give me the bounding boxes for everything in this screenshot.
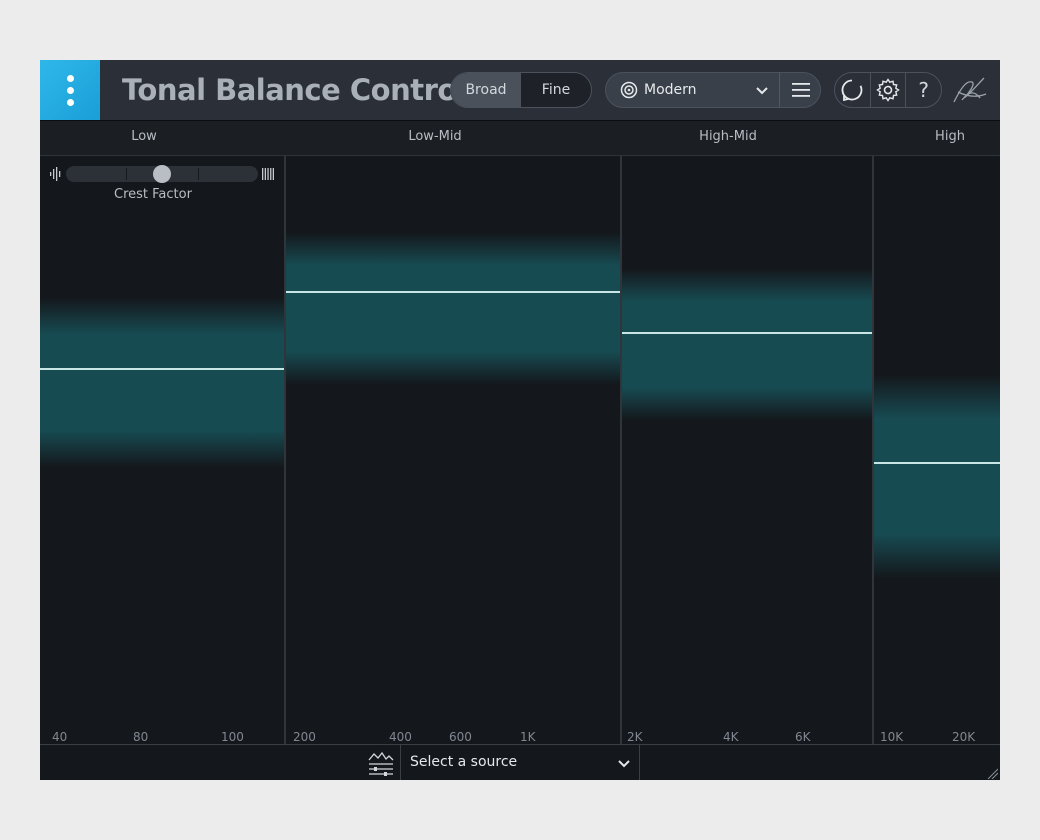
target-label: Modern <box>644 82 697 98</box>
band-divider <box>872 156 874 744</box>
help-icon: ? <box>918 78 929 102</box>
current-level-line <box>286 291 620 294</box>
target-menu-button[interactable] <box>779 73 820 107</box>
band-panel-high <box>874 156 1000 744</box>
source-selector-label[interactable]: Select a source <box>410 754 518 770</box>
footer-bar: Select a source <box>40 744 1000 780</box>
freq-label: 400 <box>389 730 412 744</box>
menu-dot <box>66 98 74 106</box>
broad-button[interactable]: Broad <box>451 73 521 107</box>
app-title: Tonal Balance Control <box>122 73 467 107</box>
target-selector[interactable]: Modern <box>605 72 821 108</box>
source-analyzer-icon <box>368 751 394 776</box>
band-panel-low-mid <box>286 156 620 744</box>
freq-label: 80 <box>133 730 149 744</box>
menu-dot <box>66 86 74 94</box>
target-range-band <box>286 232 620 386</box>
freq-label: 1K <box>520 730 536 744</box>
slider-tick <box>126 168 127 180</box>
crest-factor-slider[interactable] <box>66 165 258 183</box>
target-range-band <box>874 373 1000 580</box>
view-mode-toggle: Broad Fine <box>450 72 592 108</box>
target-range-band <box>622 267 872 421</box>
crest-factor-knob[interactable] <box>153 165 171 183</box>
band-divider <box>284 156 286 744</box>
header-bar: Tonal Balance Control Broad Fine Modern <box>40 60 1000 121</box>
target-icon <box>620 81 638 99</box>
footer-divider <box>400 745 401 780</box>
freq-label: 100 <box>221 730 244 744</box>
resize-handle-icon[interactable] <box>986 767 998 779</box>
hamburger-icon <box>791 83 810 97</box>
freq-label: 6K <box>795 730 811 744</box>
band-panel-high-mid <box>622 156 872 744</box>
freq-label: 600 <box>449 730 472 744</box>
fine-button[interactable]: Fine <box>541 82 571 98</box>
tool-buttons: ? <box>834 72 942 108</box>
freq-label: 2K <box>627 730 643 744</box>
reset-button[interactable] <box>835 73 870 107</box>
chevron-down-icon <box>756 87 768 95</box>
dense-waveform-icon <box>262 168 274 180</box>
band-divider <box>620 156 622 744</box>
current-level-line <box>40 367 284 370</box>
current-level-line <box>622 332 872 335</box>
band-labels-row: Low Low-Mid High-Mid High <box>40 121 1000 156</box>
band-label-low: Low <box>131 129 157 144</box>
band-label-high: High <box>935 129 965 144</box>
crest-factor-label: Crest Factor <box>114 187 192 202</box>
freq-label: 4K <box>723 730 739 744</box>
band-panel-low <box>40 156 284 744</box>
reset-loop-icon <box>841 79 863 102</box>
izotope-logo-icon <box>953 77 987 103</box>
freq-label: 40 <box>52 730 68 744</box>
gear-icon <box>876 78 900 102</box>
target-range-band <box>40 297 284 468</box>
tonal-balance-window: Tonal Balance Control Broad Fine Modern <box>40 60 1000 780</box>
menu-dot <box>66 74 74 82</box>
freq-label: 200 <box>293 730 316 744</box>
settings-button[interactable] <box>869 73 906 107</box>
footer-divider <box>639 745 640 780</box>
waveform-icon <box>50 167 61 181</box>
current-level-line <box>874 461 1000 464</box>
freq-label: 20K <box>952 730 976 744</box>
slider-tick <box>198 168 199 180</box>
help-button[interactable]: ? <box>905 73 941 107</box>
band-label-high-mid: High-Mid <box>699 129 757 144</box>
band-label-low-mid: Low-Mid <box>408 129 462 144</box>
freq-label: 10K <box>880 730 904 744</box>
main-menu-button[interactable] <box>40 60 100 120</box>
chevron-down-icon[interactable] <box>616 755 632 771</box>
